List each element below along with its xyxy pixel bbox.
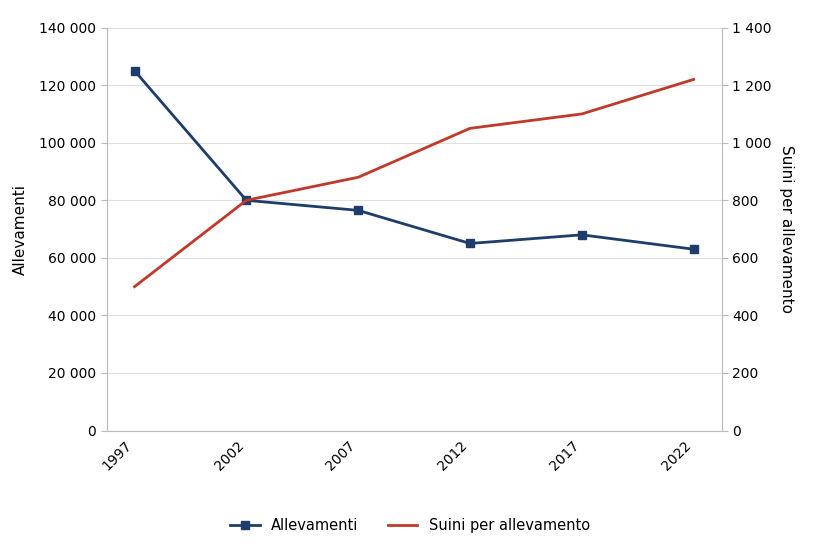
Suini per allevamento — [241, 197, 251, 204]
Line: Suini per allevamento: Suini per allevamento — [134, 79, 693, 286]
Suini per allevamento — [353, 174, 363, 181]
Legend: Allevamenti, Suini per allevamento: Allevamenti, Suini per allevamento — [224, 512, 595, 539]
Allevamenti — [688, 246, 698, 253]
Allevamenti — [464, 240, 474, 247]
Suini per allevamento — [464, 125, 474, 131]
Y-axis label: Suini per allevamento: Suini per allevamento — [778, 145, 793, 313]
Y-axis label: Allevamenti: Allevamenti — [13, 184, 28, 274]
Suini per allevamento — [577, 110, 586, 117]
Allevamenti — [353, 207, 363, 214]
Allevamenti — [577, 231, 586, 238]
Allevamenti — [129, 67, 139, 74]
Suini per allevamento — [688, 76, 698, 83]
Suini per allevamento — [129, 283, 139, 290]
Allevamenti — [241, 197, 251, 204]
Line: Allevamenti: Allevamenti — [130, 67, 697, 253]
